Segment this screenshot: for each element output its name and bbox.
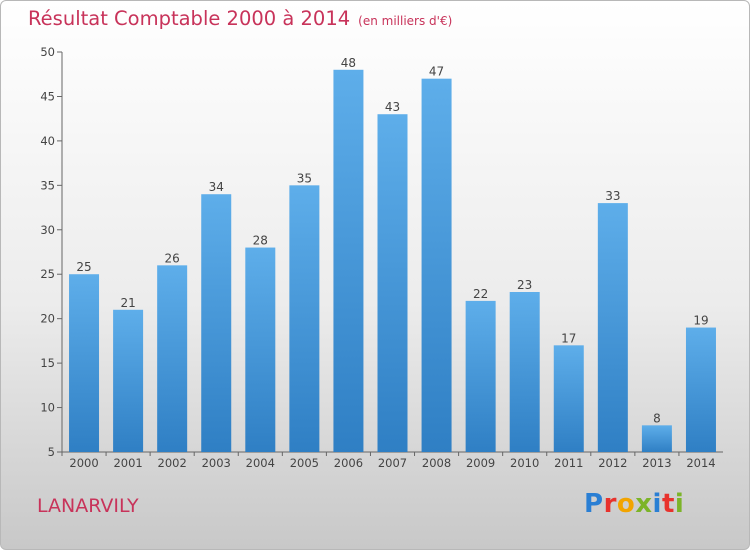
bar-2000 xyxy=(69,274,100,452)
y-tick-label: 15 xyxy=(40,356,55,370)
x-tick-label-2010: 2010 xyxy=(510,456,539,470)
bar-2011 xyxy=(553,345,584,452)
x-tick-label-2000: 2000 xyxy=(69,456,98,470)
proxiti-logo[interactable]: Proxiti xyxy=(584,489,684,519)
logo-letter: r xyxy=(603,489,617,519)
data-label-2013: 8 xyxy=(653,411,661,425)
bar-2010 xyxy=(509,292,540,452)
bar-2008 xyxy=(421,78,452,453)
bar-2014 xyxy=(685,327,716,452)
bar-2007 xyxy=(377,114,408,452)
bar-2012 xyxy=(597,203,628,452)
data-label-2014: 19 xyxy=(693,314,708,328)
x-tick-label-2007: 2007 xyxy=(378,456,407,470)
logo-letter: P xyxy=(584,489,604,519)
bar-2013 xyxy=(641,425,672,452)
bar-2001 xyxy=(113,309,144,452)
logo-letter: i xyxy=(674,489,685,519)
x-tick-label-2004: 2004 xyxy=(246,456,275,470)
bar-2002 xyxy=(157,265,188,452)
data-label-2009: 22 xyxy=(473,287,488,301)
data-label-2008: 47 xyxy=(429,65,444,79)
title-block: Résultat Comptable 2000 à 2014 (en millie… xyxy=(28,7,452,30)
y-tick-label: 25 xyxy=(40,267,55,281)
data-label-2006: 48 xyxy=(341,56,356,70)
x-tick-label-2011: 2011 xyxy=(554,456,583,470)
y-tick-label: 30 xyxy=(40,223,55,237)
x-tick-label-2014: 2014 xyxy=(686,456,715,470)
data-label-2007: 43 xyxy=(385,100,400,114)
x-tick-label-2003: 2003 xyxy=(202,456,231,470)
bar-2009 xyxy=(465,300,496,452)
chart-title: Résultat Comptable 2000 à 2014 xyxy=(28,7,351,30)
y-tick-label: 45 xyxy=(40,89,55,103)
y-tick-label: 10 xyxy=(40,401,55,415)
logo-letter: t xyxy=(661,489,675,519)
x-tick-label-2005: 2005 xyxy=(290,456,319,470)
x-axis: 2000 2001 2002 2003 2004 2005 2006 2007 2008 2009… xyxy=(61,452,716,470)
data-label-2000: 25 xyxy=(76,260,91,274)
data-labels: 25 21 26 34 28 35 48 43 47 22 23 17 33 8 19 xyxy=(76,56,708,426)
x-tick-label-2001: 2001 xyxy=(113,456,142,470)
bars xyxy=(69,69,716,453)
bar-2005 xyxy=(289,185,320,453)
data-label-2005: 35 xyxy=(297,171,312,185)
bar-2006 xyxy=(333,69,364,453)
logo-letter: x xyxy=(635,489,653,519)
commune-name: LANARVILY xyxy=(37,495,139,517)
chart-subtitle: (en milliers d'€) xyxy=(358,14,453,28)
data-label-2002: 26 xyxy=(165,251,180,265)
data-label-2012: 33 xyxy=(605,189,620,203)
bar-2004 xyxy=(245,247,276,452)
logo-letter: i xyxy=(652,489,662,519)
y-tick-label: 20 xyxy=(40,312,55,326)
x-tick-label-2002: 2002 xyxy=(158,456,187,470)
data-label-2003: 34 xyxy=(209,180,224,194)
data-label-2010: 23 xyxy=(517,278,532,292)
data-label-2004: 28 xyxy=(253,234,268,248)
x-tick-label-2006: 2006 xyxy=(334,456,363,470)
x-tick-label-2008: 2008 xyxy=(422,456,451,470)
data-label-2001: 21 xyxy=(120,296,135,310)
bar-2003 xyxy=(201,194,232,452)
y-tick-label: 40 xyxy=(40,134,55,148)
y-axis: 5 10 15 20 25 30 35 40 45 50 xyxy=(40,45,62,459)
x-tick-label-2009: 2009 xyxy=(466,456,495,470)
logo-letter: o xyxy=(616,489,636,519)
x-tick-label-2012: 2012 xyxy=(598,456,627,470)
x-tick-label-2013: 2013 xyxy=(642,456,671,470)
y-tick-label: 5 xyxy=(48,445,55,459)
y-tick-label: 35 xyxy=(40,178,55,192)
y-tick-label: 50 xyxy=(40,45,55,59)
data-label-2011: 17 xyxy=(561,331,576,345)
